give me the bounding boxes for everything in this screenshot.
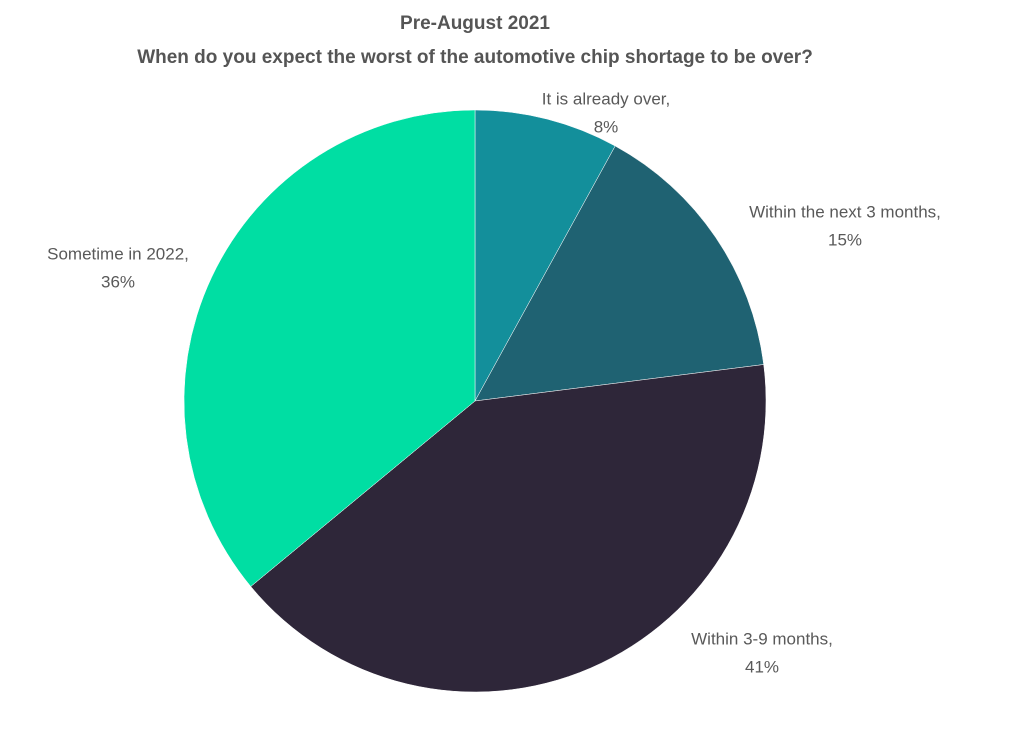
chart-title: Pre-August 2021 [400, 13, 550, 34]
chart-subtitle: When do you expect the worst of the auto… [137, 47, 813, 68]
pie-slice [474, 145, 764, 402]
slice-value-label: 41% [745, 657, 779, 676]
pie-slice [250, 364, 767, 693]
slice-label: Within 3-9 months, [691, 629, 833, 648]
slice-label: It is already over, [542, 89, 671, 108]
slice-value-label: 8% [594, 117, 619, 136]
pie-slice [183, 109, 476, 587]
slice-value-label: 15% [828, 230, 862, 249]
slice-value-label: 36% [101, 272, 135, 291]
slice-label: Sometime in 2022, [47, 244, 189, 263]
slice-label: Within the next 3 months, [749, 202, 941, 221]
pie-slice [474, 109, 616, 402]
